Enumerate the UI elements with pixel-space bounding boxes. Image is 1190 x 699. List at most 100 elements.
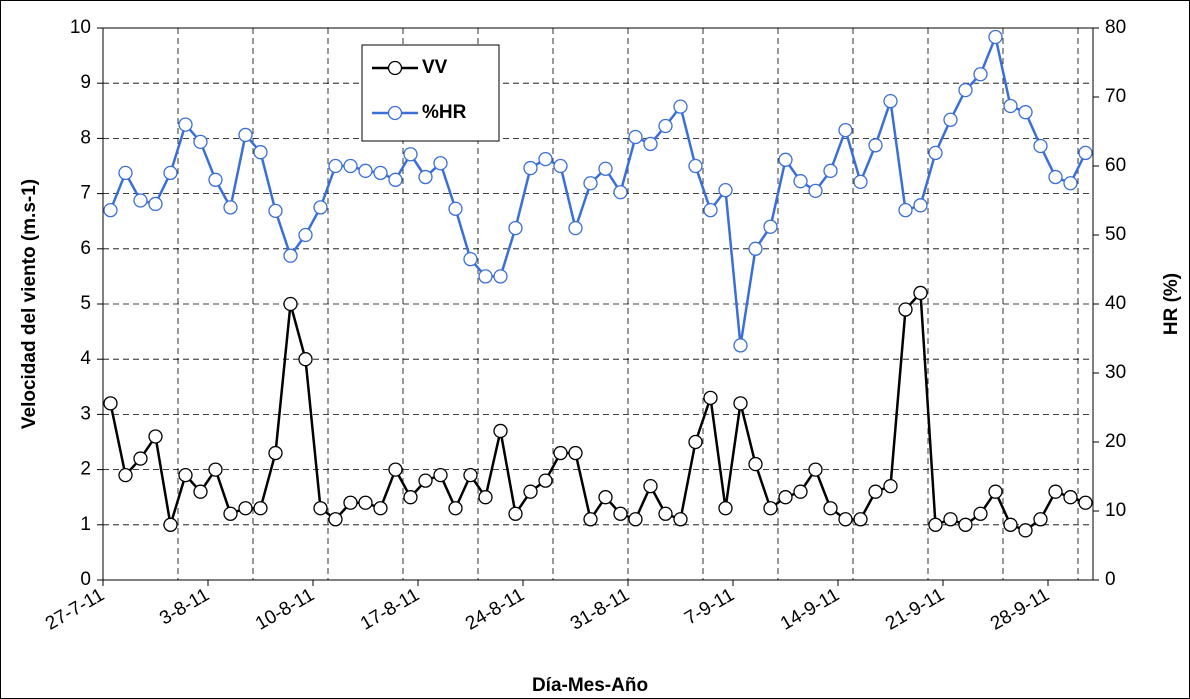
data-point bbox=[358, 495, 373, 510]
data-point bbox=[208, 462, 223, 477]
y-tick-label: 7 bbox=[80, 183, 91, 204]
data-point bbox=[643, 479, 658, 494]
data-point bbox=[793, 174, 808, 189]
data-point bbox=[838, 122, 853, 138]
data-point bbox=[1078, 145, 1093, 161]
data-point bbox=[778, 490, 793, 505]
data-point bbox=[328, 158, 343, 174]
data-point bbox=[538, 151, 553, 167]
data-point bbox=[1018, 523, 1033, 538]
data-point bbox=[613, 506, 628, 521]
data-point bbox=[1063, 490, 1078, 505]
data-point bbox=[808, 462, 823, 477]
y2-tick-label: 10 bbox=[1105, 500, 1126, 521]
data-point bbox=[853, 174, 868, 190]
data-point bbox=[658, 506, 673, 521]
data-point bbox=[943, 112, 958, 127]
data-point bbox=[253, 145, 268, 160]
data-point bbox=[553, 445, 568, 461]
data-point bbox=[268, 445, 283, 461]
y-tick-label: 8 bbox=[80, 127, 91, 148]
data-point bbox=[118, 467, 133, 483]
data-point bbox=[583, 176, 598, 191]
y2-tick-label: 80 bbox=[1105, 17, 1126, 38]
data-point bbox=[478, 269, 493, 284]
data-point bbox=[643, 136, 658, 152]
data-point bbox=[433, 467, 448, 483]
data-point bbox=[868, 138, 883, 153]
data-point bbox=[1078, 495, 1093, 510]
data-point bbox=[508, 220, 523, 236]
y-tick-label: 10 bbox=[70, 17, 91, 38]
data-point bbox=[178, 117, 193, 132]
data-point bbox=[418, 473, 433, 488]
data-point bbox=[1018, 105, 1033, 120]
data-point bbox=[808, 183, 823, 198]
data-point bbox=[508, 506, 523, 521]
y-tick-label: 4 bbox=[80, 348, 91, 369]
data-point bbox=[823, 163, 838, 178]
data-point bbox=[328, 512, 343, 527]
data-point bbox=[733, 338, 748, 353]
data-point bbox=[628, 512, 643, 527]
y-tick-label: 2 bbox=[80, 459, 91, 480]
data-point bbox=[223, 506, 238, 521]
data-point bbox=[448, 501, 463, 516]
data-point bbox=[283, 296, 298, 312]
y2-tick-label: 70 bbox=[1105, 86, 1126, 107]
data-point bbox=[1003, 98, 1018, 114]
data-point bbox=[868, 484, 883, 499]
y2-tick-label: 60 bbox=[1105, 155, 1126, 176]
data-point bbox=[688, 434, 703, 450]
data-point bbox=[358, 163, 373, 178]
y2-tick-label: 40 bbox=[1105, 293, 1126, 314]
data-point bbox=[703, 390, 718, 405]
data-point bbox=[103, 203, 118, 218]
data-point bbox=[193, 484, 208, 499]
data-point bbox=[718, 182, 733, 198]
data-point bbox=[148, 196, 163, 212]
data-point bbox=[583, 512, 598, 527]
data-point bbox=[598, 490, 613, 505]
y2-tick-label: 30 bbox=[1105, 362, 1126, 383]
data-point bbox=[628, 129, 643, 145]
y-tick-label: 3 bbox=[80, 403, 91, 424]
data-point bbox=[1048, 484, 1063, 499]
data-point bbox=[673, 99, 688, 114]
data-point bbox=[403, 147, 418, 162]
data-point bbox=[133, 193, 148, 208]
data-point bbox=[118, 165, 133, 181]
data-point bbox=[928, 145, 943, 161]
series-line bbox=[109, 32, 1087, 346]
data-point bbox=[763, 501, 778, 516]
data-point bbox=[133, 451, 148, 466]
y-tick-label: 0 bbox=[80, 569, 91, 590]
data-point bbox=[523, 160, 538, 176]
data-point bbox=[853, 512, 868, 527]
legend-box bbox=[361, 44, 500, 142]
data-point bbox=[598, 161, 613, 176]
data-point bbox=[703, 203, 718, 218]
data-point bbox=[748, 456, 763, 472]
y2-axis-label: HR (%) bbox=[1161, 273, 1182, 335]
data-point bbox=[163, 517, 178, 532]
data-point bbox=[148, 429, 163, 444]
data-point bbox=[343, 495, 358, 510]
data-point bbox=[898, 302, 913, 317]
data-point bbox=[388, 462, 403, 477]
data-point bbox=[688, 158, 703, 174]
y2-tick-label: 50 bbox=[1105, 224, 1126, 245]
data-point bbox=[373, 165, 388, 181]
data-point bbox=[493, 423, 508, 439]
legend-marker bbox=[387, 60, 403, 76]
y2-tick-label: 0 bbox=[1105, 569, 1116, 590]
data-point bbox=[943, 512, 958, 527]
legend-label: VV bbox=[422, 57, 448, 78]
data-point bbox=[778, 152, 793, 167]
data-point bbox=[478, 490, 493, 505]
data-point bbox=[733, 396, 748, 411]
data-point bbox=[178, 467, 193, 483]
data-point bbox=[883, 479, 898, 494]
data-point bbox=[913, 198, 928, 213]
